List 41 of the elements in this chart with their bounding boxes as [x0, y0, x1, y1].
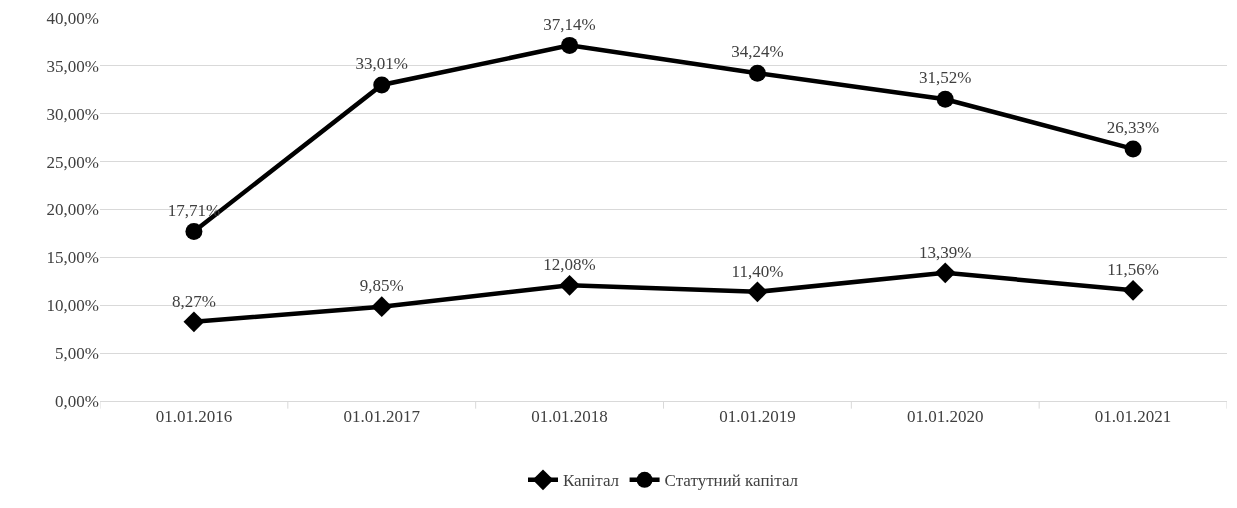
point — [934, 262, 956, 284]
point — [371, 296, 393, 318]
y-tick-label: 20,00% — [46, 200, 99, 220]
y-tick-label: 35,00% — [46, 56, 99, 76]
point — [373, 76, 391, 94]
y-tick-label: 30,00% — [46, 104, 99, 124]
x-tick-label: 01.01.2021 — [1094, 407, 1172, 427]
data-label: 17,71% — [167, 200, 221, 220]
point — [1124, 140, 1142, 158]
data-label: 13,39% — [919, 242, 972, 262]
data-label: 9,85% — [359, 276, 404, 296]
x-tick-label: 01.01.2020 — [907, 407, 984, 427]
data-label: 11,56% — [1107, 260, 1159, 280]
point — [748, 64, 766, 82]
x-tick-label: 01.01.2016 — [155, 407, 233, 427]
data-label: 11,40% — [731, 261, 784, 281]
point — [183, 311, 205, 333]
point — [747, 281, 768, 303]
point — [561, 36, 579, 54]
data-label: 31,52% — [919, 68, 972, 88]
point — [936, 90, 954, 108]
y-tick-label: 0,00% — [55, 391, 99, 411]
x-tick-label: 01.01.2019 — [719, 407, 796, 427]
point — [559, 274, 580, 296]
y-tick-label: 25,00% — [46, 152, 99, 172]
point — [185, 222, 203, 240]
data-label: 33,01% — [355, 54, 408, 74]
legend-label: Статутний капітал — [664, 471, 799, 491]
x-tick-label: 01.01.2017 — [343, 407, 421, 427]
legend-label: Капітал — [563, 471, 620, 491]
y-tick-label: 15,00% — [46, 248, 99, 268]
y-tick-label: 5,00% — [55, 344, 99, 364]
data-label: 12,08% — [543, 255, 596, 275]
data-label: 37,14% — [543, 14, 596, 34]
y-tick-label: 40,00% — [46, 8, 99, 28]
y-tick-label: 10,00% — [46, 296, 99, 316]
x-tick-label: 01.01.2018 — [531, 407, 608, 427]
point — [1122, 279, 1144, 301]
data-label: 8,27% — [171, 291, 216, 311]
data-label: 26,33% — [1106, 118, 1160, 138]
data-label: 34,24% — [731, 42, 784, 62]
